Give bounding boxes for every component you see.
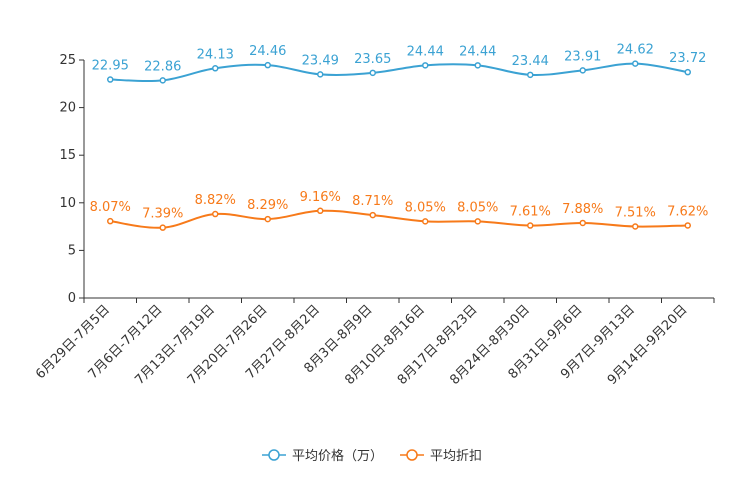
legend-label: 平均价格（万） <box>292 448 383 464</box>
data-label: 7.62% <box>667 204 708 219</box>
data-point[interactable] <box>632 60 639 67</box>
data-point[interactable] <box>474 62 481 69</box>
y-tick-label: 0 <box>68 291 76 306</box>
series-line <box>110 209 688 229</box>
data-point[interactable] <box>579 219 586 227</box>
data-point[interactable] <box>422 62 429 69</box>
series-1: 8.07% 7.39% 8.82% 8.29% 9.16% 8.71% 8.05% 8.05%… <box>90 190 708 231</box>
data-point[interactable] <box>527 71 534 79</box>
data-point[interactable] <box>212 210 219 218</box>
data-label: 7.61% <box>510 205 551 220</box>
y-tick-label: 5 <box>68 243 76 258</box>
data-label: 8.05% <box>405 200 446 215</box>
data-label: 23.49 <box>302 53 339 68</box>
data-point[interactable] <box>317 71 324 78</box>
data-point[interactable] <box>527 222 534 229</box>
series-layer: 22.95 22.86 24.13 24.46 23.49 23.65 24.44 24.44… <box>90 43 708 231</box>
data-point[interactable] <box>369 69 376 77</box>
data-label: 24.13 <box>197 47 234 62</box>
data-point[interactable] <box>264 61 271 69</box>
x-axis-ticks: 6月29日-7月5日7月6日-7月12日7月13日-7月19日7月20日-7月2… <box>33 298 715 388</box>
data-label: 8.05% <box>457 200 498 215</box>
data-label: 8.71% <box>352 194 393 209</box>
data-label: 8.82% <box>195 193 236 208</box>
y-tick-label: 25 <box>59 53 76 68</box>
data-point[interactable] <box>107 217 114 225</box>
data-label: 22.86 <box>144 59 181 74</box>
data-label: 8.29% <box>247 198 288 213</box>
data-point[interactable] <box>422 218 429 225</box>
data-point[interactable] <box>369 211 376 219</box>
data-label: 24.44 <box>407 44 444 59</box>
data-label: 7.51% <box>615 206 656 221</box>
data-point[interactable] <box>264 215 271 223</box>
legend-item[interactable]: 平均价格（万） <box>262 448 383 464</box>
data-label: 7.88% <box>562 202 603 217</box>
data-label: 9.16% <box>300 190 341 205</box>
data-label: 22.95 <box>92 59 129 74</box>
data-point[interactable] <box>212 65 219 72</box>
y-tick-label: 10 <box>59 196 76 211</box>
data-point[interactable] <box>684 68 691 76</box>
legend-item[interactable]: 平均折扣 <box>400 449 482 464</box>
data-point[interactable] <box>159 224 166 231</box>
data-point[interactable] <box>474 218 481 225</box>
data-label: 7.39% <box>142 207 183 222</box>
data-label: 8.07% <box>90 200 131 215</box>
data-point[interactable] <box>684 222 691 229</box>
legend-marker-icon <box>406 449 418 461</box>
data-point[interactable] <box>159 77 166 84</box>
data-label: 24.46 <box>249 44 286 59</box>
data-label: 23.44 <box>512 54 549 69</box>
data-label: 23.72 <box>669 51 706 66</box>
data-label: 24.44 <box>459 44 496 59</box>
data-point[interactable] <box>107 76 114 83</box>
series-0: 22.95 22.86 24.13 24.46 23.49 23.65 24.44 24.44… <box>92 43 706 84</box>
legend-label: 平均折扣 <box>430 449 482 464</box>
data-label: 23.65 <box>354 52 391 67</box>
data-label: 23.91 <box>564 49 601 64</box>
y-axis-ticks: 0 5 10 15 20 25 <box>59 53 84 306</box>
data-label: 24.62 <box>617 43 654 58</box>
y-tick-label: 20 <box>59 101 76 116</box>
data-point[interactable] <box>317 207 324 215</box>
legend: 平均价格（万） 平均折扣 <box>262 448 482 464</box>
y-tick-label: 15 <box>59 148 76 163</box>
series-line <box>110 62 688 83</box>
data-point[interactable] <box>579 67 586 74</box>
data-point[interactable] <box>632 223 639 230</box>
legend-marker-icon <box>268 449 280 461</box>
